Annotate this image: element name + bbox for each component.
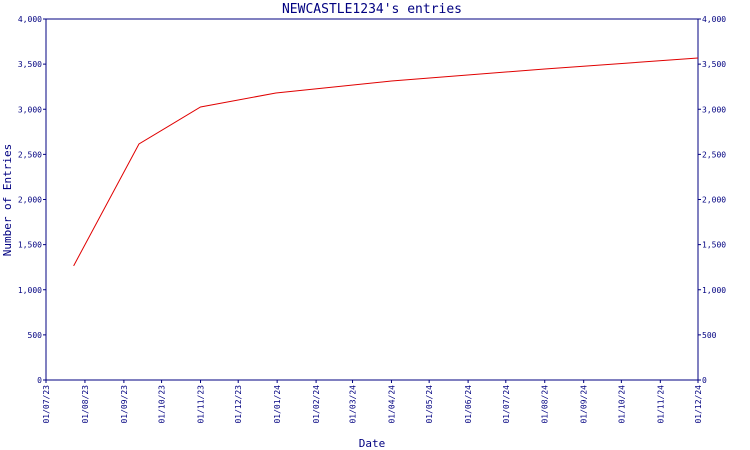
x-tick-label: 01/08/23 [81,385,90,424]
y2-tick-label: 3,000 [702,105,726,114]
x-tick-label: 01/09/23 [120,385,129,424]
x-tick-label: 01/05/24 [425,385,434,424]
x-tick-label: 01/09/24 [580,385,589,424]
x-axis-title: Date [359,437,386,450]
x-tick-label: 01/07/23 [42,385,51,424]
y-tick-label: 1,000 [18,286,42,295]
y-tick-label: 1,500 [18,241,42,250]
x-tick-label: 01/10/24 [617,385,626,424]
y2-tick-label: 4,000 [702,15,726,24]
x-tick-label: 01/06/24 [464,385,473,424]
x-tick-label: 01/10/23 [158,385,167,424]
y-tick-label: 3,500 [18,60,42,69]
y-tick-label: 2,500 [18,150,42,159]
x-tick-label: 01/12/24 [694,385,703,424]
x-tick-label: 01/01/24 [273,385,282,424]
x-tick-label: 01/12/23 [234,385,243,424]
y-tick-label: 0 [37,376,42,385]
y-tick-label: 4,000 [18,15,42,24]
y2-tick-label: 2,500 [702,150,726,159]
x-tick-label: 01/08/24 [541,385,550,424]
y-tick-label: 3,000 [18,105,42,114]
x-tick-label: 01/03/24 [349,385,358,424]
x-tick-label: 01/04/24 [387,385,396,424]
y-axis-title: Number of Entries [1,144,14,257]
data-line [73,57,699,267]
y-tick-label: 2,000 [18,196,42,205]
y2-tick-label: 1,500 [702,241,726,250]
chart-title: NEWCASTLE1234's entries [282,2,462,17]
y2-tick-label: 0 [702,376,707,385]
x-tick-label: 01/11/24 [656,385,665,424]
y-tick-label: 500 [28,331,43,340]
y2-tick-label: 500 [702,331,717,340]
y2-tick-label: 2,000 [702,196,726,205]
y2-tick-label: 1,000 [702,286,726,295]
x-tick-label: 01/07/24 [502,385,511,424]
y2-tick-label: 3,500 [702,60,726,69]
x-tick-label: 01/02/24 [312,385,321,424]
plot-frame [45,18,699,381]
x-tick-label: 01/11/23 [197,385,206,424]
